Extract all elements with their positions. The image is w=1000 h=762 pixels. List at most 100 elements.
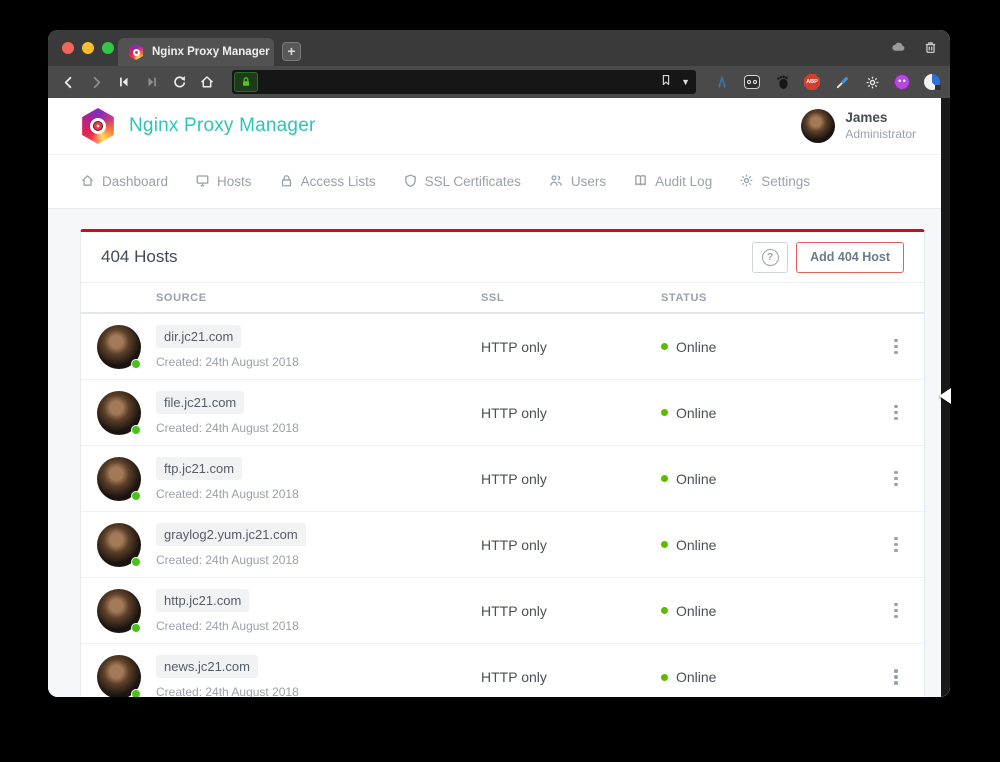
nav-item-users[interactable]: Users — [548, 173, 606, 191]
trash-icon[interactable] — [923, 39, 938, 60]
avatar-online-dot — [130, 490, 141, 501]
bookmark-dropdown-caret-icon[interactable]: ▼ — [681, 77, 690, 87]
user-menu[interactable]: James Administrator — [801, 109, 916, 143]
npm-app-page: Nginx Proxy Manager James Administrator … — [48, 98, 950, 697]
user-name: James — [845, 110, 888, 126]
browser-tab[interactable]: Nginx Proxy Manager — [118, 38, 274, 66]
npm-logo-icon — [82, 108, 114, 144]
status-dot — [661, 673, 668, 681]
traffic-lights — [62, 42, 114, 54]
back-button[interactable] — [58, 75, 80, 90]
browser-window: Nginx Proxy Manager + — [48, 30, 950, 697]
book-icon — [633, 173, 648, 191]
table-row: dir.jc21.com Created: 24th August 2018 HT… — [81, 314, 924, 380]
main-navigation: Dashboard Hosts Access Lists SSL Certifi… — [48, 155, 950, 209]
row-menu-button[interactable] — [868, 536, 924, 553]
new-tab-button[interactable]: + — [282, 42, 301, 61]
gnome-foot-extension-icon[interactable] — [774, 74, 790, 90]
home-button[interactable] — [197, 74, 219, 90]
status-label: Online — [676, 338, 717, 355]
page-title: 404 Hosts — [101, 247, 178, 266]
created-date: Created: 24th August 2018 — [156, 552, 299, 567]
brand[interactable]: Nginx Proxy Manager — [80, 108, 316, 144]
ssl-value: HTTP only — [481, 602, 547, 619]
close-window-button[interactable] — [62, 42, 74, 54]
status-label: Online — [676, 470, 717, 487]
status-label: Online — [676, 669, 717, 685]
host-source-badge[interactable]: graylog2.yum.jc21.com — [156, 522, 306, 546]
wishbone-extension-icon[interactable] — [714, 74, 730, 90]
row-menu-button[interactable] — [868, 602, 924, 619]
owner-avatar — [96, 588, 141, 633]
host-source-badge[interactable]: dir.jc21.com — [156, 324, 242, 348]
nav-item-settings[interactable]: Settings — [739, 173, 810, 191]
host-source-badge[interactable]: file.jc21.com — [156, 390, 245, 414]
ssl-value: HTTP only — [481, 470, 547, 487]
history-cleaner-extension-icon[interactable] — [924, 74, 941, 90]
status-dot — [661, 541, 668, 548]
row-menu-button[interactable] — [868, 404, 924, 421]
gear-icon — [739, 173, 754, 191]
nav-item-audit-log[interactable]: Audit Log — [633, 173, 712, 191]
ssl-value: HTTP only — [481, 404, 547, 421]
nav-item-access-lists[interactable]: Access Lists — [279, 173, 376, 191]
browser-toolbar: ▼ ABP — [48, 66, 950, 98]
created-date: Created: 24th August 2018 — [156, 420, 299, 435]
gear-extension-icon[interactable] — [864, 74, 880, 90]
row-menu-button[interactable] — [868, 338, 924, 355]
table-row: file.jc21.com Created: 24th August 2018 H… — [81, 380, 924, 446]
row-menu-button[interactable] — [868, 470, 924, 487]
host-source-badge[interactable]: ftp.jc21.com — [156, 456, 243, 480]
status-dot — [661, 409, 668, 416]
card-header: 404 Hosts ? Add 404 Host — [81, 232, 924, 283]
lock-icon — [279, 173, 294, 191]
https-padlock-icon[interactable] — [234, 72, 259, 92]
minimize-window-button[interactable] — [82, 42, 94, 54]
table-header-row: SOURCE SSL STATUS — [81, 283, 924, 314]
created-date: Created: 24th August 2018 — [156, 685, 299, 697]
status-dot — [661, 607, 668, 614]
extension-icons: ABP — [714, 74, 941, 90]
row-menu-button[interactable] — [868, 669, 924, 685]
host-source-badge[interactable]: http.jc21.com — [156, 588, 250, 612]
avatar-online-dot — [130, 358, 141, 369]
created-date: Created: 24th August 2018 — [156, 354, 299, 369]
question-mark-icon: ? — [761, 248, 779, 266]
column-header-source: SOURCE — [156, 291, 207, 304]
ssl-value: HTTP only — [481, 669, 547, 685]
nav-item-dashboard[interactable]: Dashboard — [80, 173, 168, 191]
skip-back-button[interactable] — [113, 75, 135, 89]
status-dot — [661, 475, 668, 482]
help-button[interactable]: ? — [752, 241, 789, 273]
skip-forward-button[interactable] — [141, 75, 163, 89]
adblock-plus-extension-icon[interactable]: ABP — [804, 74, 820, 90]
url-bar[interactable]: ▼ — [232, 70, 696, 94]
ssl-value: HTTP only — [481, 536, 547, 553]
owner-avatar — [96, 390, 141, 435]
app-header: Nginx Proxy Manager James Administrator — [48, 98, 950, 155]
container-extension-icon[interactable] — [744, 74, 760, 90]
add-404-host-button[interactable]: Add 404 Host — [796, 241, 904, 273]
shield-icon — [403, 173, 418, 191]
host-source-badge[interactable]: news.jc21.com — [156, 655, 258, 678]
mouse-cursor — [939, 388, 951, 404]
color-picker-extension-icon[interactable] — [834, 74, 850, 90]
reload-button[interactable] — [169, 75, 191, 90]
nav-item-hosts[interactable]: Hosts — [195, 173, 252, 191]
avatar-online-dot — [130, 556, 141, 567]
ssl-value: HTTP only — [481, 338, 547, 355]
created-date: Created: 24th August 2018 — [156, 486, 299, 501]
bookmark-icon[interactable] — [660, 73, 672, 92]
zoom-window-button[interactable] — [102, 42, 114, 54]
owner-avatar — [96, 456, 141, 501]
avatar-online-dot — [130, 424, 141, 435]
forward-button[interactable] — [86, 75, 108, 90]
owner-avatar — [96, 522, 141, 567]
owner-avatar — [96, 324, 141, 369]
nav-item-ssl-certificates[interactable]: SSL Certificates — [403, 173, 521, 191]
cloud-sync-icon[interactable] — [890, 39, 907, 60]
avatar-online-dot — [130, 689, 141, 697]
purple-extension-icon[interactable] — [894, 74, 910, 90]
app-title: Nginx Proxy Manager — [129, 115, 316, 136]
page-content: 404 Hosts ? Add 404 Host SOURCE SSL STAT… — [48, 209, 950, 697]
